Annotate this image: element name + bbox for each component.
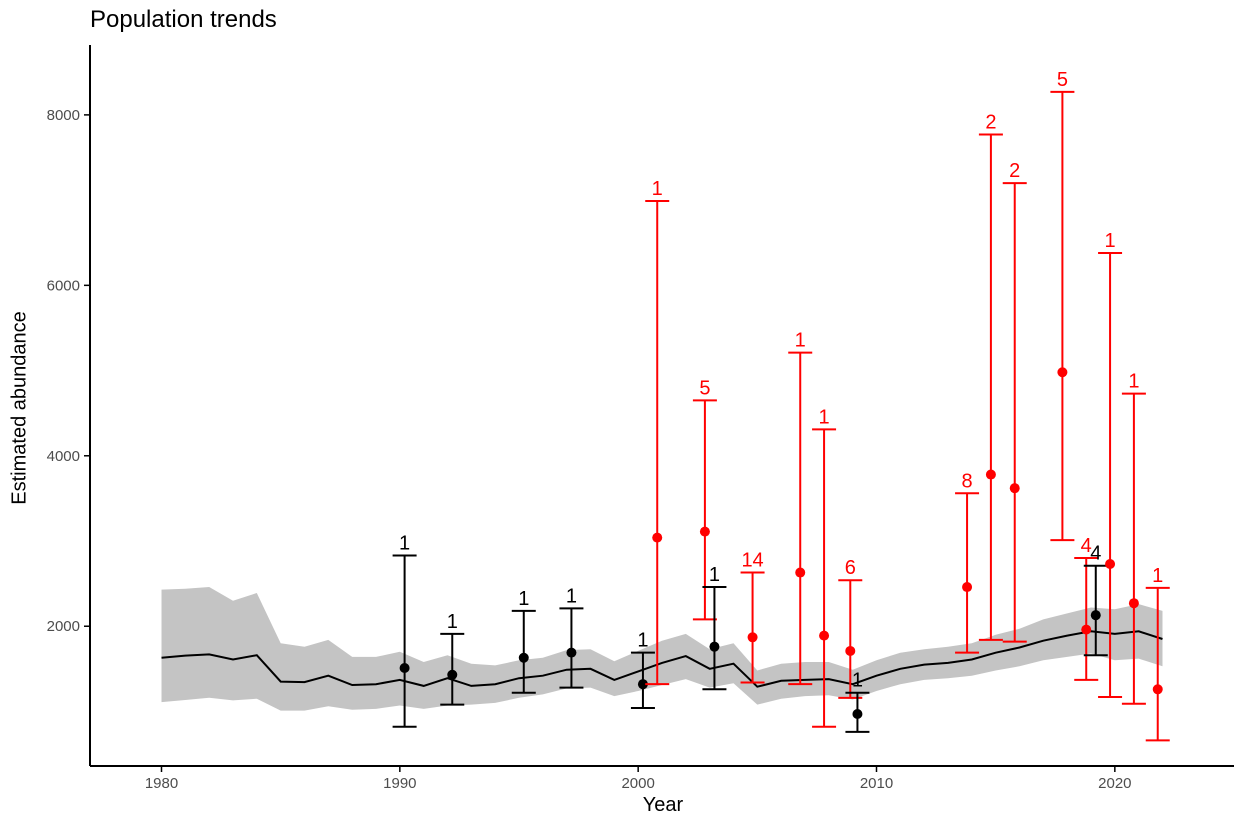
data-label: 1 [852,670,863,692]
y-axis-label-container: Estimated abundance [0,0,40,816]
data-point [1090,610,1101,621]
observation-11: 1 [812,406,837,728]
data-label: 14 [741,550,763,572]
data-point [637,679,648,690]
data-point [747,632,758,643]
data-label: 1 [518,588,529,610]
x-tick-label: 2010 [860,775,893,792]
data-label: 5 [699,377,710,399]
observation-14: 8 [955,470,980,654]
x-tick-label: 1980 [145,775,178,792]
data-label: 1 [795,330,806,352]
observation-15: 2 [978,111,1003,641]
data-label: 5 [1057,69,1068,91]
y-tick-label: 8000 [47,107,80,124]
data-label: 2 [1009,160,1020,182]
data-point [1009,483,1020,494]
x-tick-label: 1990 [383,775,416,792]
data-label: 1 [566,585,577,607]
trend-line-layer [161,630,1163,688]
data-point [709,641,720,652]
observation-7: 5 [692,377,717,621]
observation-3: 1 [511,588,536,694]
data-point [652,532,663,543]
data-label: 8 [962,470,973,492]
data-label: 4 [1081,535,1092,557]
data-label: 4 [1090,543,1101,565]
data-point [399,662,410,673]
data-point [845,645,856,656]
y-tick-label: 6000 [47,277,80,294]
observation-4: 1 [559,585,584,689]
data-label: 1 [447,611,458,633]
data-label: 1 [1152,565,1163,587]
observation-19: 4 [1083,543,1108,657]
trend-line [161,630,1163,688]
observation-1: 1 [392,532,417,728]
observation-21: 1 [1121,371,1146,705]
observation-20: 1 [1098,230,1123,698]
observation-10: 1 [788,330,813,686]
data-point [1081,624,1092,635]
chart-title: Population trends [90,6,277,33]
x-tick-label: 2000 [621,775,654,792]
observation-9: 14 [740,550,765,684]
observation-5: 1 [630,630,655,710]
observation-8: 1 [702,564,727,691]
observation-13: 1 [845,670,870,733]
x-tick-label: 2020 [1098,775,1131,792]
data-label: 2 [985,111,996,133]
data-point [699,526,710,537]
data-point [852,709,863,720]
x-axis-label: Year [642,794,684,816]
data-label: 6 [845,557,856,579]
data-label: 1 [637,630,648,652]
data-label: 1 [1128,371,1139,393]
data-point [518,652,529,663]
observation-18: 4 [1074,535,1099,681]
data-point [985,469,996,480]
observation-2: 1 [440,611,465,706]
axes-layer: 1980 1990 2000 2010 2020 2000 4000 6000 8000 [47,45,1234,792]
data-label: 1 [709,564,720,586]
y-tick-label: 2000 [47,618,80,635]
data-point [1105,559,1116,570]
observation-22: 1 [1145,565,1170,742]
data-point [566,647,577,658]
data-label: 1 [819,406,830,428]
data-point [819,630,830,641]
observation-6: 1 [645,178,670,686]
data-label: 1 [1105,230,1116,252]
data-point [447,669,458,680]
data-label: 1 [399,532,410,554]
data-point [795,567,806,578]
y-tick-label: 4000 [47,448,80,465]
data-label: 1 [652,178,663,200]
data-point [1128,598,1139,609]
data-point [1057,367,1068,378]
data-point [962,582,973,593]
observation-17: 5 [1050,69,1075,542]
y-axis-label: Estimated abundance [8,311,31,505]
observation-16: 2 [1002,160,1027,643]
confidence-band [161,587,1163,711]
confidence-band-layer [161,587,1163,711]
data-point [1152,684,1163,695]
